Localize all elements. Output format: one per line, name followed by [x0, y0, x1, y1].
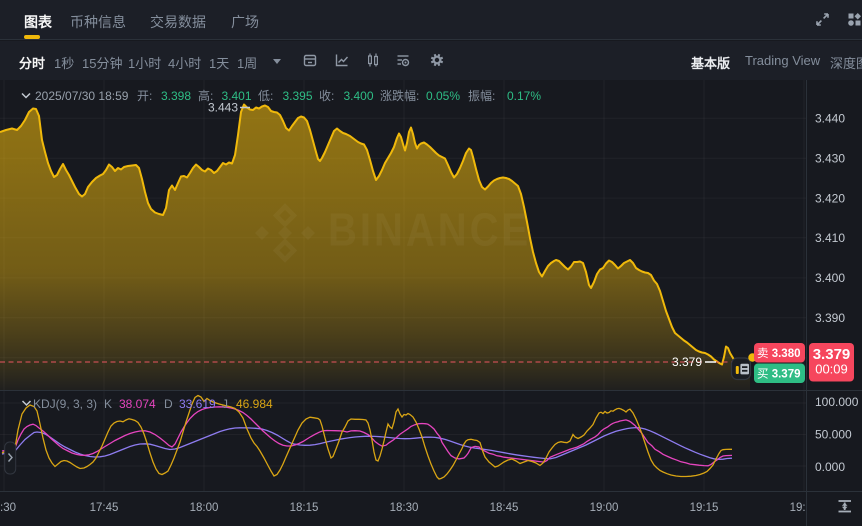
svg-text:3.430: 3.430	[815, 151, 845, 165]
svg-text:00:09: 00:09	[815, 362, 848, 377]
svg-text::30: :30	[0, 502, 16, 514]
svg-text:振幅: 0.17%: 振幅: 0.17%	[468, 88, 541, 103]
svg-text:50.000: 50.000	[815, 428, 852, 442]
svg-text:BINANCE: BINANCE	[328, 205, 531, 256]
svg-text:100.000: 100.000	[815, 395, 859, 409]
svg-text:卖: 卖	[757, 347, 769, 360]
svg-text:17:45: 17:45	[90, 502, 119, 514]
svg-text:K 38.074: K 38.074	[104, 397, 156, 411]
svg-text:3.420: 3.420	[815, 191, 845, 205]
svg-text:3.379: 3.379	[813, 346, 851, 363]
svg-text:3.400: 3.400	[815, 271, 845, 285]
svg-text:0.000: 0.000	[815, 460, 845, 474]
svg-text:3.440: 3.440	[815, 112, 845, 126]
svg-text:18:30: 18:30	[390, 502, 419, 514]
svg-text:J 46.984: J 46.984	[222, 397, 273, 411]
svg-text:KDJ(9, 3, 3): KDJ(9, 3, 3)	[33, 397, 97, 411]
svg-text:18:15: 18:15	[290, 502, 319, 514]
svg-text:3.443: 3.443	[208, 101, 238, 115]
svg-text:19:15: 19:15	[690, 502, 719, 514]
svg-text:3.379: 3.379	[672, 355, 702, 369]
svg-text:18:00: 18:00	[190, 502, 219, 514]
svg-text:3.379: 3.379	[772, 369, 801, 381]
svg-text:开: 3.398: 开: 3.398	[137, 89, 191, 103]
svg-text:2025/07/30 18:59: 2025/07/30 18:59	[35, 89, 129, 103]
svg-text:收: 3.400: 收: 3.400	[319, 89, 374, 103]
svg-text:买: 买	[757, 368, 769, 381]
svg-text:D 33.619: D 33.619	[164, 397, 216, 411]
svg-text:3.410: 3.410	[815, 231, 845, 245]
svg-text:涨跌幅: 0.05%: 涨跌幅: 0.05%	[380, 88, 460, 103]
svg-text:19:00: 19:00	[590, 502, 619, 514]
svg-text:18:45: 18:45	[490, 502, 519, 514]
svg-text:低: 3.395: 低: 3.395	[258, 89, 313, 103]
svg-text:3.390: 3.390	[815, 311, 845, 325]
svg-text:19:30: 19:30	[790, 502, 819, 514]
svg-text:高: 3.401: 高: 3.401	[198, 88, 252, 103]
svg-text:3.380: 3.380	[772, 348, 801, 360]
